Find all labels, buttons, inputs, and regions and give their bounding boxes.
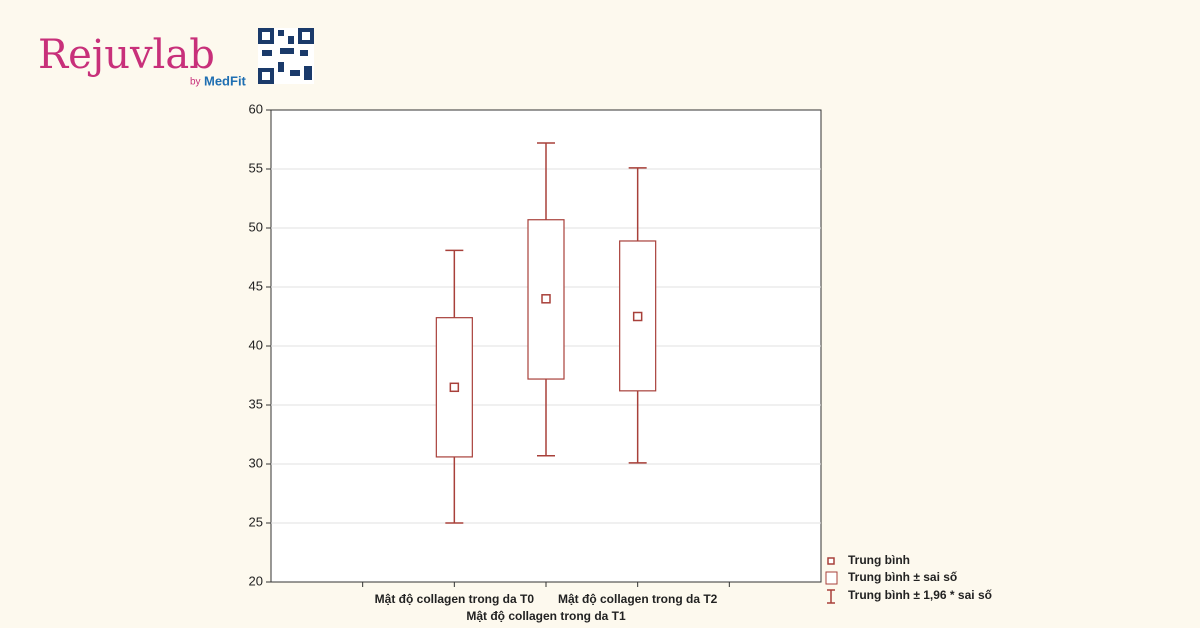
y-tick-label: 30 xyxy=(249,455,263,470)
legend-label: Trung bình xyxy=(848,553,910,567)
y-tick-label: 35 xyxy=(249,396,263,411)
y-tick-label: 20 xyxy=(249,573,263,588)
mean-marker xyxy=(541,294,551,304)
mean-marker xyxy=(632,311,643,322)
qr-code xyxy=(258,28,314,84)
x-tick-label: Mật độ collagen trong da T0 xyxy=(375,592,535,606)
logo-by: by xyxy=(190,77,201,88)
logo-brand: MedFit xyxy=(204,73,247,88)
y-tick-label: 45 xyxy=(249,278,263,293)
legend-label: Trung bình ± 1,96 * sai số xyxy=(848,588,992,602)
legend-symbol xyxy=(827,557,835,565)
y-tick-label: 25 xyxy=(249,514,263,529)
y-tick-label: 40 xyxy=(249,337,263,352)
x-tick-label: Mật độ collagen trong da T2 xyxy=(558,592,718,606)
y-tick-label: 50 xyxy=(249,219,263,234)
x-tick-label: Mật độ collagen trong da T1 xyxy=(466,609,626,623)
legend-label: Trung bình ± sai số xyxy=(848,570,957,584)
mean-marker xyxy=(449,382,460,393)
logo-name: Rejuvlab xyxy=(38,32,215,78)
y-tick-label: 60 xyxy=(249,101,263,116)
y-tick-label: 55 xyxy=(249,160,263,175)
legend-symbol xyxy=(825,571,838,585)
